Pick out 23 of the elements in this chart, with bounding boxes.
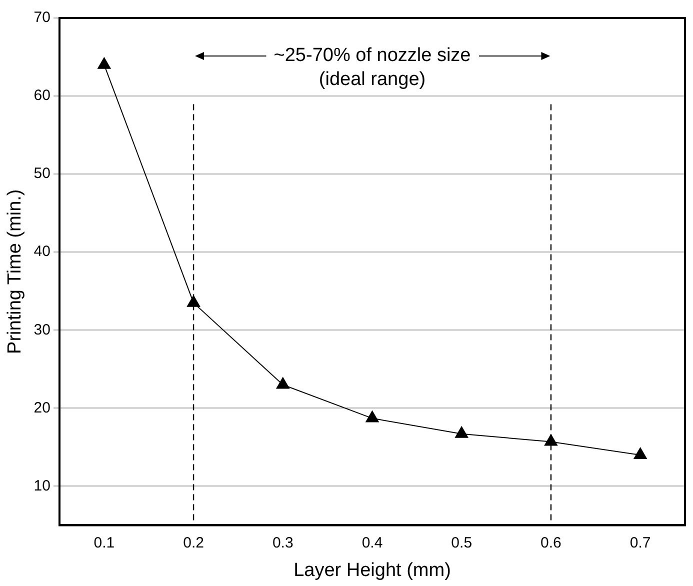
annotation: ~25-70% of nozzle size (ideal range) xyxy=(274,45,471,90)
y-tick-label: 30 xyxy=(34,321,50,338)
point xyxy=(98,57,111,69)
y-tick-label: 60 xyxy=(34,87,50,104)
y-tick-label: 70 xyxy=(34,9,50,26)
y-tick-label: 20 xyxy=(34,399,50,416)
y-axis-title: Printing Time (min.) xyxy=(4,189,26,354)
x-tick-label: 0.5 xyxy=(451,534,472,552)
y-tick-label: 10 xyxy=(34,477,50,494)
x-tick-label: 0.3 xyxy=(272,534,294,552)
point xyxy=(455,426,468,438)
y-tick-label: 50 xyxy=(34,165,50,182)
point xyxy=(366,410,379,422)
x-tick-label: 0.1 xyxy=(94,534,115,552)
y-tick-label: 40 xyxy=(34,243,50,260)
x-tick-label: 0.2 xyxy=(183,534,204,552)
x-tick-label: 0.6 xyxy=(540,534,562,552)
x-tick-label: 0.4 xyxy=(362,534,383,552)
x-axis-title: Layer Height (mm) xyxy=(294,560,451,581)
point xyxy=(186,295,200,307)
x-tick-label: 0.7 xyxy=(630,534,651,552)
point xyxy=(634,447,647,459)
point xyxy=(276,377,290,389)
